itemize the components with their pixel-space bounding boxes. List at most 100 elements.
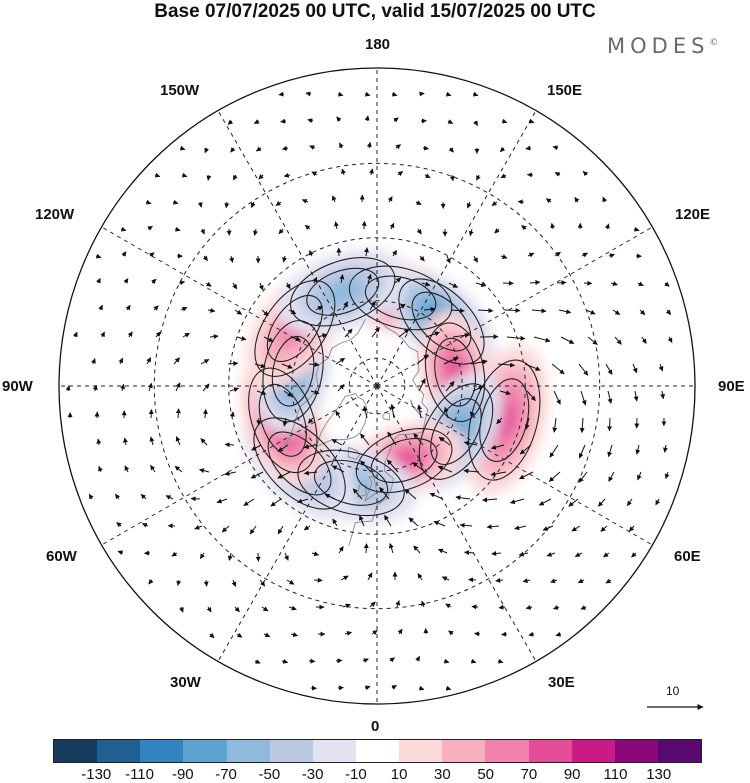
wind-vector [526, 390, 536, 401]
meridian-line [101, 385, 378, 546]
wind-vector [608, 471, 615, 482]
wind-vector [232, 174, 238, 181]
wind-vector [500, 254, 508, 259]
wind-vector [261, 606, 269, 612]
wind-vector [333, 221, 339, 230]
wind-vector [181, 172, 188, 178]
wind-vector [554, 251, 561, 257]
wind-vector [397, 171, 404, 177]
wind-vector [303, 470, 318, 476]
wind-vector [361, 220, 367, 230]
wind-vector [665, 309, 672, 315]
wind-vector [310, 389, 320, 395]
wind-vector [149, 436, 155, 446]
wind-vector [285, 282, 291, 290]
latitude-circle [228, 237, 526, 535]
wind-vector [417, 573, 423, 581]
brand-logo: MODES© [607, 34, 718, 58]
wind-vector [253, 119, 260, 124]
wind-vector [581, 252, 588, 258]
wind-vector [194, 524, 203, 530]
contour-line [424, 322, 486, 423]
wind-vector [286, 579, 295, 585]
wind-vector [404, 489, 417, 500]
wind-vector [607, 417, 613, 432]
wind-vector [72, 331, 78, 338]
wind-vector [408, 517, 419, 527]
wind-vector [366, 141, 372, 149]
wind-vector [362, 405, 368, 419]
wind-vector [290, 632, 299, 637]
wind-vector [518, 551, 529, 557]
coastline [347, 446, 361, 460]
colorbar-swatch [657, 740, 702, 762]
wind-vector [437, 548, 448, 554]
map-boundary [58, 67, 696, 705]
wind-vector [280, 118, 287, 124]
wind-vector [368, 168, 374, 176]
wind-vector [517, 199, 525, 205]
vector-scale-value: 10 [666, 684, 680, 698]
wind-vector [555, 631, 562, 637]
wind-vector [607, 390, 613, 404]
wind-vector [578, 471, 588, 483]
wind-vector [331, 438, 343, 446]
meridian-line [376, 385, 537, 662]
wind-vector [482, 497, 498, 503]
wind-vector [388, 543, 394, 554]
wind-vector [124, 465, 130, 473]
wind-vector [352, 488, 363, 500]
wind-vector [612, 309, 621, 316]
contour-line [348, 265, 453, 331]
wind-vector [120, 383, 126, 392]
wind-vector [525, 604, 533, 610]
wind-vector [608, 253, 615, 259]
wind-vector [301, 199, 309, 204]
colorbar [53, 739, 702, 763]
wind-vector [628, 525, 635, 532]
wind-vector [452, 332, 470, 338]
wind-vector [497, 658, 504, 664]
wind-vector [473, 255, 478, 263]
wind-vector [433, 520, 446, 527]
wind-vector [123, 278, 129, 284]
wind-vector [249, 525, 257, 535]
wind-vector [253, 228, 258, 236]
wind-vector [416, 354, 429, 365]
wind-vector [412, 462, 426, 473]
wind-vector [424, 173, 431, 179]
wind-vector [221, 525, 230, 533]
wind-vector [582, 171, 589, 177]
wind-vector [140, 494, 147, 500]
wind-vector [150, 464, 156, 473]
wind-vector [251, 444, 262, 451]
wind-vector [580, 605, 587, 610]
wind-vector [311, 551, 320, 557]
wind-vector [473, 120, 478, 127]
wind-vector [254, 363, 266, 369]
wind-vector [204, 147, 210, 154]
wind-vector [308, 362, 320, 367]
wind-vector [338, 546, 344, 554]
lon-label-120e: 120E [675, 206, 711, 223]
wind-vector [207, 307, 216, 313]
wind-vector [256, 417, 262, 426]
contour-line [266, 295, 323, 362]
wind-vector [422, 145, 429, 151]
wind-vector [234, 606, 240, 613]
wind-vector [506, 335, 526, 341]
colorbar-swatch [528, 740, 572, 762]
wind-vector [236, 632, 243, 638]
wind-vector [551, 363, 565, 375]
wind-vector [263, 632, 271, 638]
wind-vector [635, 444, 641, 455]
wind-vector [227, 361, 239, 367]
wind-vector [308, 658, 316, 664]
wind-vector [256, 390, 267, 395]
wind-vector [127, 331, 133, 338]
wind-vector [206, 606, 212, 613]
wind-vector [610, 281, 618, 287]
wind-vector [468, 228, 474, 237]
wind-vector [527, 252, 535, 258]
wind-vector [371, 630, 378, 636]
